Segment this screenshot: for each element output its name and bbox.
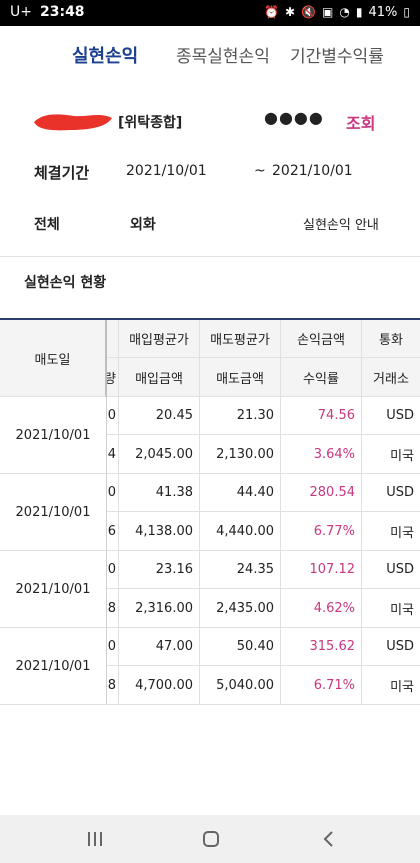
query-button[interactable]: 조회 [346,110,375,134]
divider [0,256,420,257]
row-qty-top: 0 [107,397,119,435]
row-exchange: 미국 [362,589,420,628]
wifi-icon: ◔ [339,5,350,19]
header-exchange: 거래소 [362,358,420,397]
tab-realized-pnl[interactable]: 실현손익 [72,46,139,67]
row-buy-avg: 41.38 [119,474,200,512]
row-qty: 6 [107,512,119,551]
header-sell-date: 매도일 [0,320,107,397]
signal-icon: ▮ [355,5,363,19]
row-pnl-amount: 74.56 [281,397,362,435]
row-currency: USD [362,397,420,435]
account-type: [위탁종합] [118,115,183,131]
recents-icon[interactable] [80,825,110,853]
carrier-label: U+ [10,4,32,20]
row-currency: USD [362,628,420,666]
battery-saver-icon: ▣ [322,5,334,19]
header-sell-amount: 매도금액 [200,358,281,397]
row-qty-top: 0 [107,551,119,589]
header-qty: 량 [107,358,119,397]
row-sell-avg: 44.40 [200,474,281,512]
header-sell-avg: 매도평균가 [200,320,281,358]
row-sell-avg: 50.40 [200,628,281,666]
date-to-field[interactable]: 2021/10/01 [272,163,353,179]
filter-all[interactable]: 전체 [34,217,60,233]
row-sell-date: 2021/10/01 [0,628,107,705]
mute-icon: 🔇 [301,5,317,19]
period-label: 체결기간 [34,164,90,182]
battery-icon: ▯ [403,5,410,19]
row-sell-avg: 24.35 [200,551,281,589]
row-return-rate: 4.62% [281,589,362,628]
row-buy-amount: 4,138.00 [119,512,200,551]
row-pnl-amount: 280.54 [281,474,362,512]
system-nav-bar [0,815,420,863]
row-pnl-amount: 107.12 [281,551,362,589]
row-buy-avg: 47.00 [119,628,200,666]
clock: 23:48 [39,4,85,20]
row-sell-amount: 2,435.00 [200,589,281,628]
period-row: 체결기간 2021/10/01 ~ 2021/10/01 [0,162,420,188]
date-separator: ~ [254,163,266,179]
back-icon[interactable] [314,825,344,853]
account-row: [위탁종합] ●●●● 조회 [0,108,420,138]
table-top-border [0,318,420,320]
redaction-scribble [34,114,112,131]
row-exchange: 미국 [362,435,420,474]
row-qty: 8 [107,589,119,628]
alarm-icon: ⏰ [264,5,280,19]
row-sell-date: 2021/10/01 [0,551,107,628]
row-buy-avg: 23.16 [119,551,200,589]
row-qty: 4 [107,435,119,474]
row-qty: 8 [107,666,119,705]
row-exchange: 미국 [362,512,420,551]
row-buy-amount: 2,045.00 [119,435,200,474]
row-sell-date: 2021/10/01 [0,397,107,474]
row-return-rate: 6.77% [281,512,362,551]
tab-bar: 실현손익 종목실현손익 기간별수익률 [0,40,420,70]
filter-fx[interactable]: 외화 [130,217,156,233]
status-bar: U+ 23:48 ⏰ ✱ 🔇 ▣ ◔ ▮ 41% ▯ [0,0,420,26]
row-exchange: 미국 [362,666,420,705]
row-buy-avg: 20.45 [119,397,200,435]
row-sell-amount: 5,040.00 [200,666,281,705]
date-from-field[interactable]: 2021/10/01 [126,163,207,179]
row-qty-top: 0 [107,474,119,512]
header-qty-top [107,320,119,358]
filter-row: 전체 외화 실현손익 안내 [0,214,420,240]
row-sell-amount: 2,130.00 [200,435,281,474]
header-buy-amount: 매입금액 [119,358,200,397]
row-pnl-amount: 315.62 [281,628,362,666]
header-currency: 통화 [362,320,420,358]
row-currency: USD [362,551,420,589]
row-buy-amount: 2,316.00 [119,589,200,628]
row-sell-avg: 21.30 [200,397,281,435]
tab-period-return[interactable]: 기간별수익률 [290,47,384,67]
section-title: 실현손익 현황 [24,275,107,291]
home-icon[interactable] [196,825,226,853]
row-sell-date: 2021/10/01 [0,474,107,551]
header-buy-avg: 매입평균가 [119,320,200,358]
pnl-guide-link[interactable]: 실현손익 안내 [303,218,379,233]
header-pnl-amount: 손익금액 [281,320,362,358]
row-return-rate: 3.64% [281,435,362,474]
password-field[interactable]: ●●●● [264,108,324,127]
row-buy-amount: 4,700.00 [119,666,200,705]
row-sell-amount: 4,440.00 [200,512,281,551]
row-currency: USD [362,474,420,512]
tab-stock-realized-pnl[interactable]: 종목실현손익 [176,47,270,67]
header-return-rate: 수익률 [281,358,362,397]
row-qty-top: 0 [107,628,119,666]
bluetooth-icon: ✱ [285,5,296,19]
row-return-rate: 6.71% [281,666,362,705]
battery-percent: 41% [368,4,398,20]
